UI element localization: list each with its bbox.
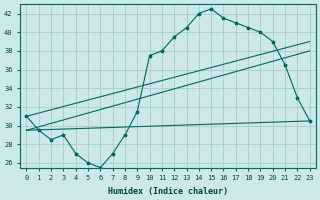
X-axis label: Humidex (Indice chaleur): Humidex (Indice chaleur) <box>108 187 228 196</box>
